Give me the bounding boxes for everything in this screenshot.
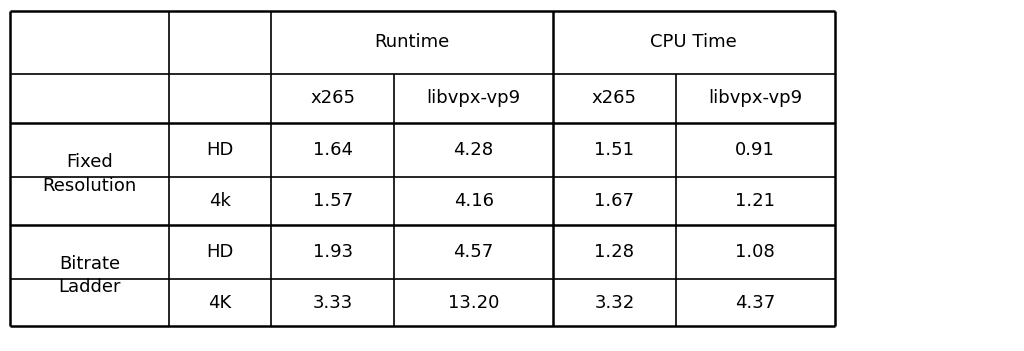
Text: 1.08: 1.08	[735, 243, 775, 261]
Text: 1.21: 1.21	[735, 192, 775, 210]
Text: 3.33: 3.33	[312, 294, 353, 312]
Text: Runtime: Runtime	[375, 33, 450, 51]
Text: 1.67: 1.67	[594, 192, 635, 210]
Text: Bitrate
Ladder: Bitrate Ladder	[58, 255, 121, 296]
Text: 4k: 4k	[209, 192, 231, 210]
Text: 4.57: 4.57	[454, 243, 494, 261]
Text: CPU Time: CPU Time	[650, 33, 737, 51]
Text: 4.37: 4.37	[735, 294, 775, 312]
Text: 4K: 4K	[209, 294, 231, 312]
Text: x265: x265	[310, 89, 355, 107]
Text: 0.91: 0.91	[735, 141, 775, 159]
Text: 1.51: 1.51	[594, 141, 635, 159]
Text: 4.16: 4.16	[454, 192, 494, 210]
Text: 1.64: 1.64	[312, 141, 353, 159]
Text: 13.20: 13.20	[447, 294, 500, 312]
Text: libvpx-vp9: libvpx-vp9	[427, 89, 520, 107]
Text: HD: HD	[207, 243, 233, 261]
Text: 1.28: 1.28	[594, 243, 635, 261]
Text: x265: x265	[592, 89, 637, 107]
Text: 1.93: 1.93	[312, 243, 353, 261]
Text: 1.57: 1.57	[312, 192, 353, 210]
Text: 3.32: 3.32	[594, 294, 635, 312]
Text: libvpx-vp9: libvpx-vp9	[709, 89, 802, 107]
Text: Fixed
Resolution: Fixed Resolution	[42, 153, 137, 194]
Text: HD: HD	[207, 141, 233, 159]
Text: 4.28: 4.28	[454, 141, 494, 159]
